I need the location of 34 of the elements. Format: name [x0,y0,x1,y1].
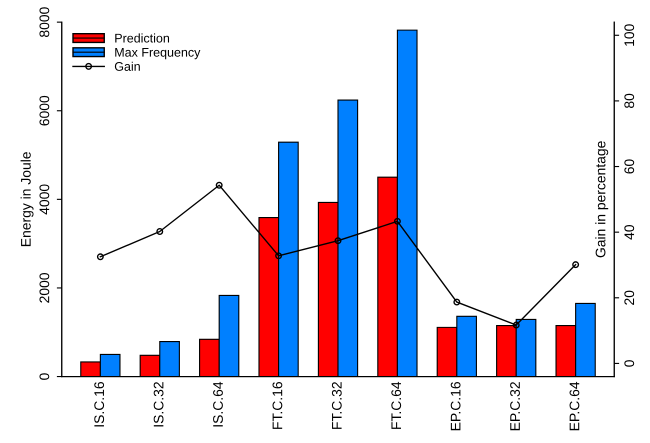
x-tick-label: FT.C.64 [391,382,402,429]
y-tick-label: 2000 [39,273,50,303]
x-tick-label: EP.C.16 [450,382,461,430]
point [275,252,282,260]
legend-label: Prediction [115,33,170,43]
point [334,237,342,244]
point [156,228,164,235]
y2-tick-label: 100 [624,24,634,46]
y2-tick-label: 80 [624,94,634,108]
point [96,253,104,260]
x-tick-label: EP.C.32 [510,382,520,430]
y-tick-label: 0 [39,373,50,380]
y2-tick-label: 0 [624,360,634,367]
legend-label: Max Frequency [115,48,200,60]
x-tick-label: EP.C.64 [570,382,580,430]
point [216,182,223,189]
x-tick-label: IS.C.16 [94,382,104,426]
y2-tick-label: 20 [624,290,634,305]
x-tick-label: IS.C.32 [154,382,164,426]
y-tick-label: 8000 [39,7,50,37]
y2-axis-title: Gain in percentage [595,141,608,258]
point [572,261,580,268]
y2-tick-label: 40 [624,224,634,240]
y-tick-label: 4000 [39,184,50,214]
point [453,298,460,306]
x-tick-label: IS.C.64 [213,382,223,426]
x-tick-label: FT.C.32 [332,382,342,429]
y2-tick-label: 60 [624,159,634,174]
legend-label: Gain [114,62,140,71]
point [394,218,401,225]
x-tick-label: FT.C.16 [272,382,282,429]
y-tick-label: 6000 [39,96,50,126]
point [512,322,520,329]
y-axis-title: Energy in Joule [20,152,34,246]
